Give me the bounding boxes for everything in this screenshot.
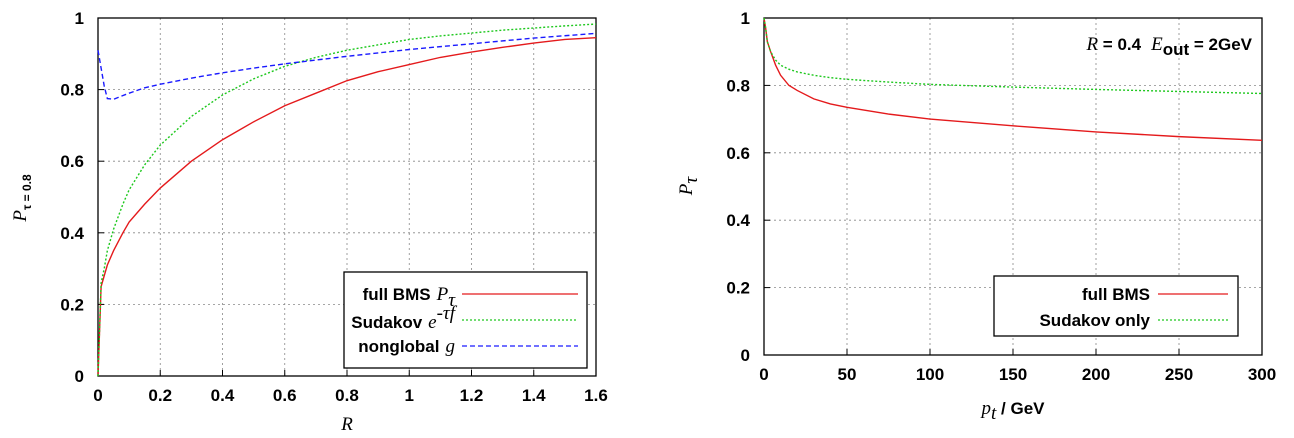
left-x-ticks: 0 0.2 0.4 0.6 0.8 1 1.2 1.4 1.6 — [93, 370, 608, 405]
right-x-tick-label: 300 — [1248, 365, 1276, 384]
right-series-line-1 — [763, 17, 1263, 95]
right-y-tick-label: 0.4 — [726, 211, 750, 230]
left-legend-entry-2: nonglobal g — [358, 336, 455, 357]
right-x-ticks: 0 50 100 150 200 250 300 — [759, 349, 1276, 384]
right-y-ticks: 0 0.2 0.4 0.6 0.8 1 — [726, 9, 770, 365]
left-series — [97, 23, 597, 377]
right-x-tick-label: 100 — [916, 365, 944, 384]
left-chart: 0 0.2 0.4 0.6 0.8 1 0 0.2 0.4 0.6 0.8 1 1.2 1.4 1.6 P… — [10, 9, 608, 435]
left-x-tick-label: 0.4 — [211, 386, 235, 405]
right-x-tick-label: 0 — [759, 365, 768, 384]
left-x-tick-label: 0.6 — [273, 386, 297, 405]
right-x-axis-label: pt / GeV — [980, 398, 1046, 424]
left-x-axis-label: R — [340, 414, 353, 435]
right-legend-box — [993, 275, 1239, 337]
right-legend-entry-0: full BMS — [1082, 285, 1150, 304]
right-series-line-0 — [763, 17, 1263, 142]
right-y-tick-label: 0.6 — [726, 144, 750, 163]
right-chart: 0 0.2 0.4 0.6 0.8 1 0 50 100 150 200 250 300 Pτ pt … — [676, 9, 1276, 424]
left-x-tick-label: 1.6 — [584, 386, 608, 405]
left-x-tick-label: 0.8 — [335, 386, 359, 405]
right-y-axis-label: Pτ — [676, 176, 702, 197]
right-y-tick-label: 1 — [741, 9, 750, 28]
right-x-tick-label: 150 — [999, 365, 1027, 384]
left-series-line-1 — [97, 23, 597, 377]
right-legend: full BMS Sudakov only — [993, 275, 1239, 337]
left-x-tick-label: 0 — [93, 386, 102, 405]
right-x-tick-label: 250 — [1165, 365, 1193, 384]
left-y-tick-label: 0.4 — [60, 224, 84, 243]
left-x-tick-label: 0.2 — [148, 386, 172, 405]
right-series — [763, 17, 1263, 142]
right-annotation: R = 0.4 Eout = 2GeV — [1085, 34, 1252, 59]
left-y-tick-label: 0.8 — [60, 81, 84, 100]
left-legend-entry-0: full BMS Pτ — [363, 284, 457, 311]
left-legend: full BMS Pτ Sudakov e-τf nonglobal g — [343, 271, 588, 369]
right-y-tick-label: 0.8 — [726, 76, 750, 95]
left-y-axis-label: Pτ = 0.8 — [10, 174, 34, 223]
left-y-tick-label: 0.2 — [60, 295, 84, 314]
left-y-tick-label: 0 — [75, 367, 84, 386]
left-y-tick-label: 0.6 — [60, 152, 84, 171]
left-x-tick-label: 1.2 — [460, 386, 484, 405]
left-series-line-2 — [97, 32, 597, 100]
left-series-line-0 — [97, 36, 597, 377]
left-y-ticks: 0 0.2 0.4 0.6 0.8 1 — [60, 9, 104, 386]
left-legend-entry-1: Sudakov e-τf — [351, 303, 457, 333]
right-x-tick-label: 200 — [1082, 365, 1110, 384]
right-y-tick-label: 0 — [741, 346, 750, 365]
left-x-tick-label: 1 — [405, 386, 414, 405]
right-y-tick-label: 0.2 — [726, 279, 750, 298]
left-y-tick-label: 1 — [75, 9, 84, 28]
left-x-tick-label: 1.4 — [522, 386, 546, 405]
right-legend-entry-1: Sudakov only — [1039, 311, 1150, 330]
right-x-tick-label: 50 — [838, 365, 857, 384]
